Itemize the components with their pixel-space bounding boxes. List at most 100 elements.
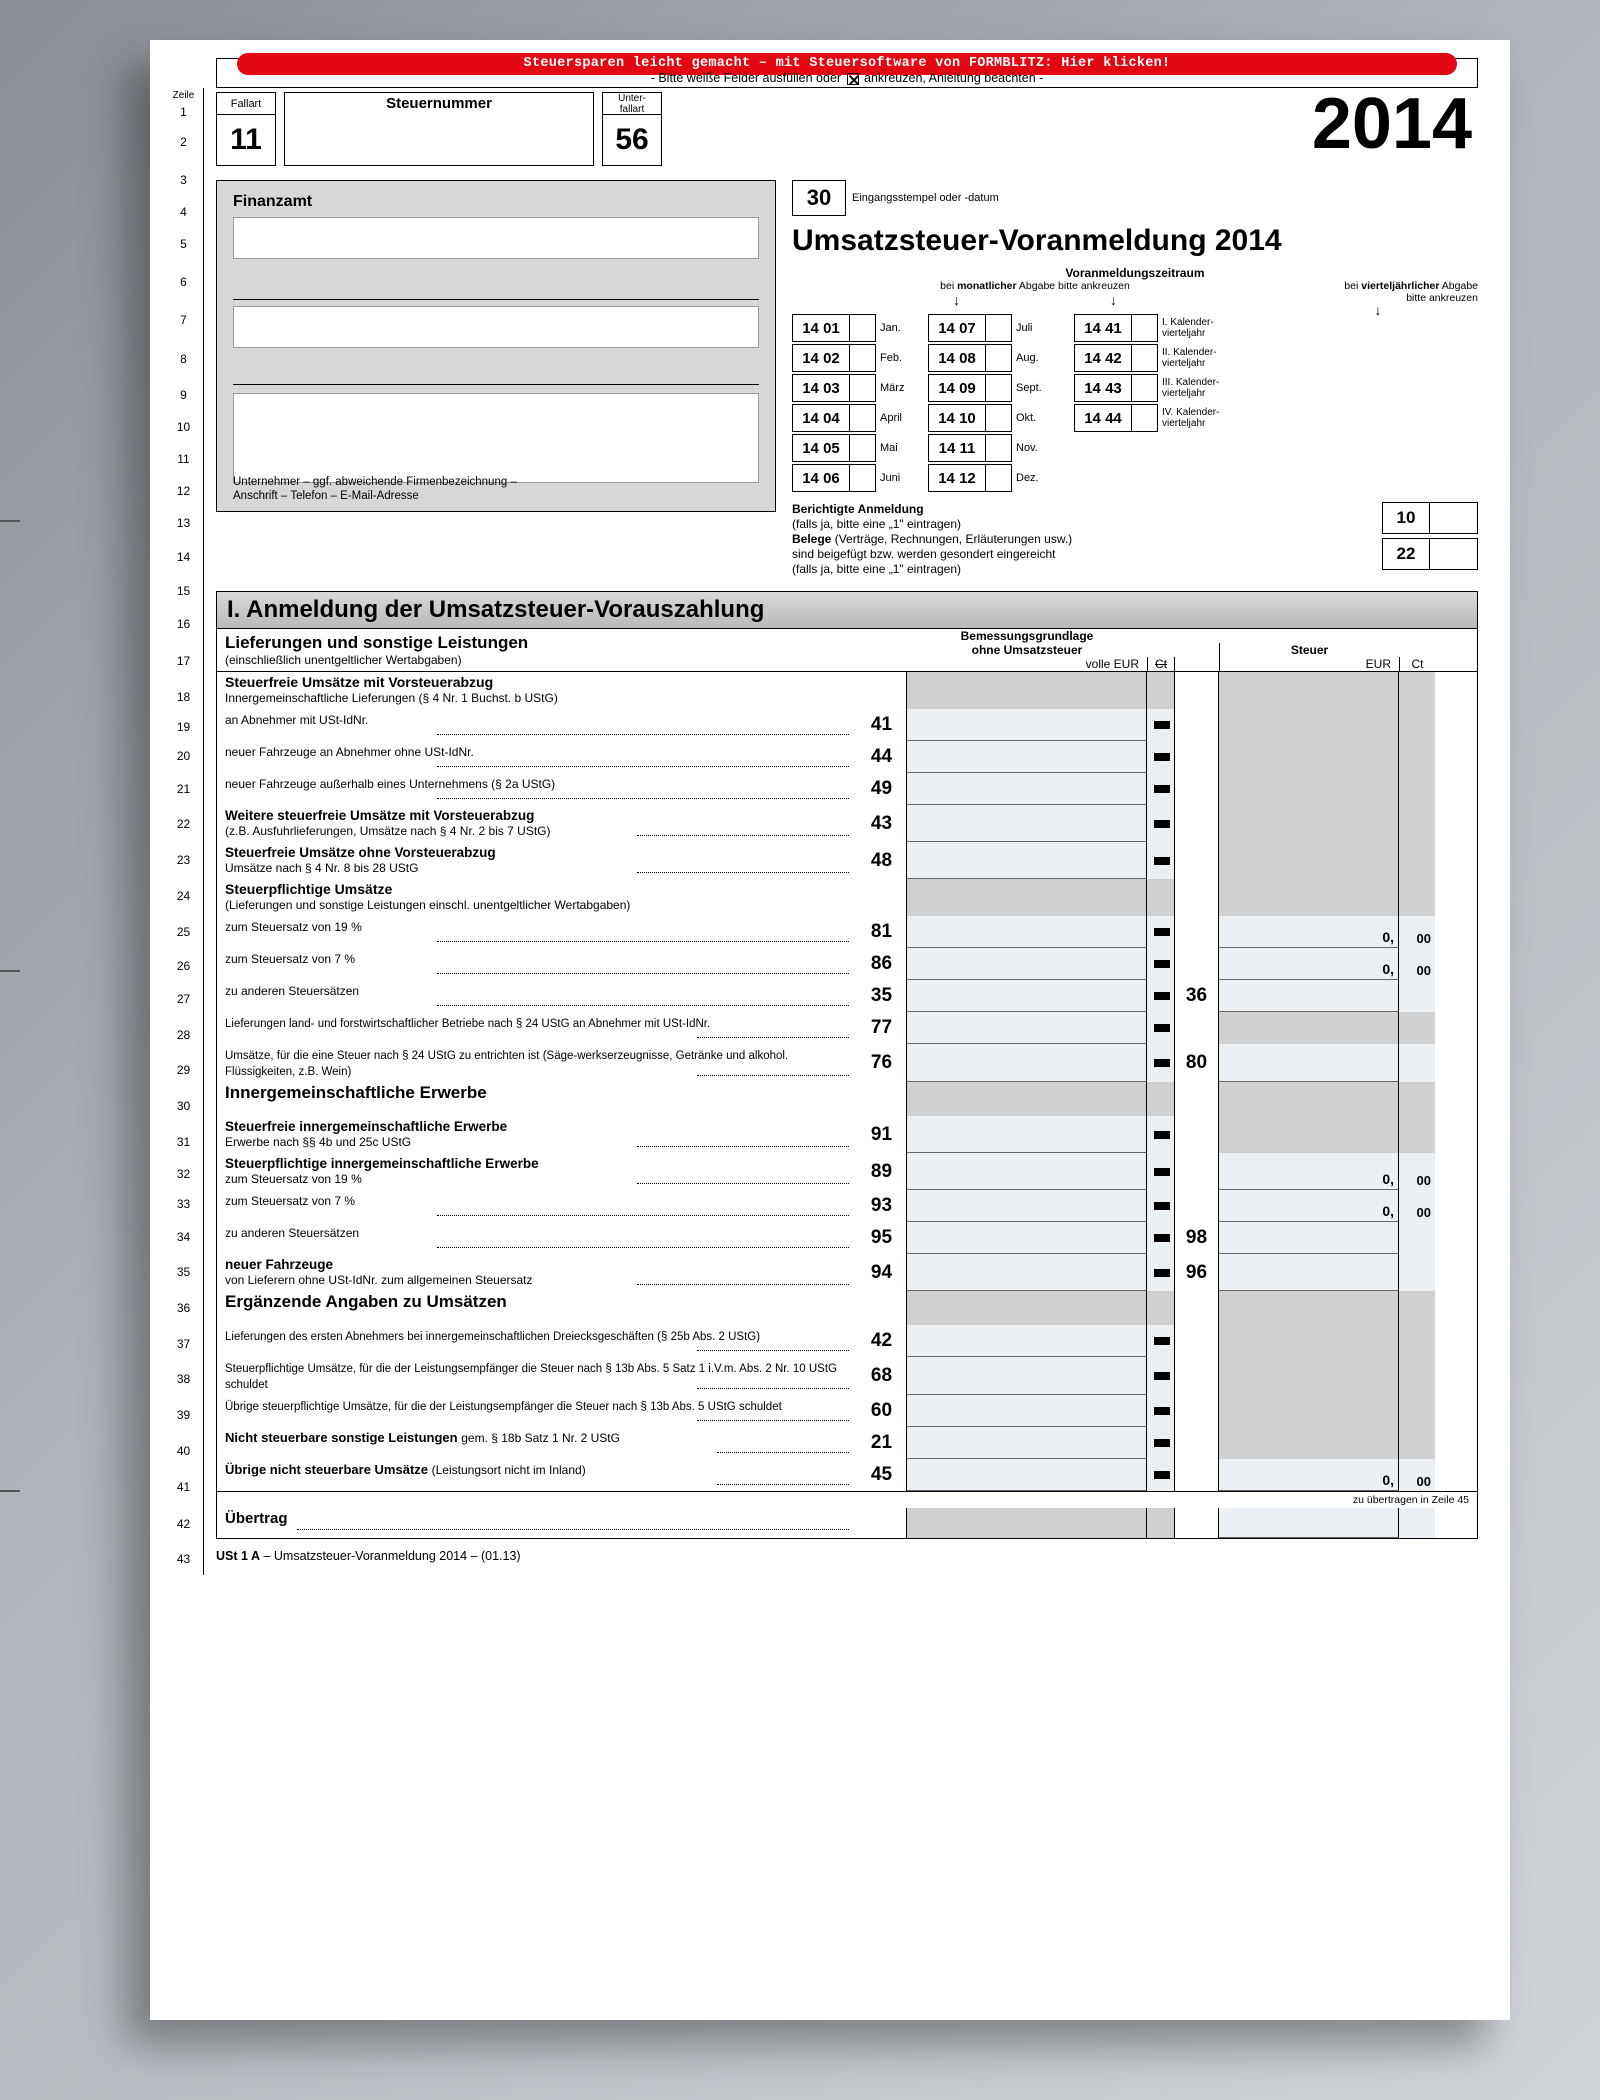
base-input[interactable] <box>907 773 1147 805</box>
uebertrag-tax[interactable] <box>1219 1508 1399 1538</box>
base-input[interactable] <box>907 842 1147 879</box>
uebertrag-ct2[interactable] <box>1399 1508 1435 1538</box>
base-input[interactable] <box>907 741 1147 773</box>
base-input[interactable] <box>907 1116 1147 1153</box>
row-code: 94 <box>857 1254 907 1291</box>
period-checkbox[interactable] <box>1132 344 1158 372</box>
base-input[interactable] <box>907 1395 1147 1427</box>
ct2-cell[interactable]: 00 <box>1399 916 1435 948</box>
period-checkbox[interactable] <box>986 374 1012 402</box>
base-input[interactable] <box>907 1012 1147 1044</box>
period-checkbox[interactable] <box>1132 314 1158 342</box>
zeile-30: 30 <box>164 1087 203 1125</box>
period-checkbox[interactable] <box>986 344 1012 372</box>
row-desc: neuer Fahrzeuge an Abnehmer ohne USt-IdN… <box>217 741 857 773</box>
period-checkbox[interactable] <box>986 314 1012 342</box>
row-desc: Steuerpflichtige Umsätze, für die der Le… <box>217 1357 857 1395</box>
period-checkbox[interactable] <box>850 344 876 372</box>
base-input[interactable] <box>907 1427 1147 1459</box>
tax-code <box>1175 1291 1219 1325</box>
period-checkbox[interactable] <box>986 404 1012 432</box>
ct2-cell[interactable]: 00 <box>1399 1153 1435 1190</box>
period-checkbox[interactable] <box>850 314 876 342</box>
zeile-20: 20 <box>164 741 203 771</box>
tax-input[interactable] <box>1219 1044 1399 1082</box>
row-desc: zum Steuersatz von 7 % <box>217 948 857 980</box>
berichtigt-input-10[interactable] <box>1430 502 1478 534</box>
period-checkbox[interactable] <box>1132 374 1158 402</box>
ct1-cell <box>1147 1427 1175 1459</box>
row-code: 43 <box>857 805 907 842</box>
period-checkbox[interactable] <box>850 464 876 492</box>
steuernummer-input[interactable] <box>285 115 593 165</box>
period-code: 14 09 <box>928 374 986 402</box>
tax-input[interactable]: 0, <box>1219 948 1399 980</box>
period-arrow-q: ↓ <box>1278 306 1478 314</box>
ct2-cell[interactable]: 00 <box>1399 948 1435 980</box>
zeile-36: 36 <box>164 1289 203 1327</box>
base-input[interactable] <box>907 805 1147 842</box>
months-col-b: 14 07Juli14 08Aug.14 09Sept.14 10Okt.14 … <box>928 314 1054 492</box>
base-input[interactable] <box>907 1190 1147 1222</box>
period-title: Voranmeldungszeitraum <box>792 266 1478 280</box>
base-input[interactable] <box>907 1357 1147 1395</box>
base-input[interactable] <box>907 980 1147 1012</box>
period-checkbox[interactable] <box>850 404 876 432</box>
base-input[interactable] <box>907 1459 1147 1491</box>
tax-input[interactable]: 0, <box>1219 916 1399 948</box>
zeile-32: 32 <box>164 1159 203 1189</box>
finanzamt-input-1[interactable] <box>233 217 759 259</box>
finanzamt-input-2[interactable] <box>233 306 759 348</box>
tax-input[interactable] <box>1219 1254 1399 1291</box>
row-code: 91 <box>857 1116 907 1153</box>
row-number-ruler: Zeile 1234567891011121314151617181920212… <box>164 88 204 1575</box>
tax-input[interactable]: 0, <box>1219 1459 1399 1491</box>
period-code: 14 12 <box>928 464 986 492</box>
base-input[interactable] <box>907 1222 1147 1254</box>
period-code: 14 43 <box>1074 374 1132 402</box>
tax-code <box>1175 741 1219 773</box>
period-label: Feb. <box>876 344 918 372</box>
tax-input[interactable] <box>1219 980 1399 1012</box>
berichtigt-input-22[interactable] <box>1430 538 1478 570</box>
desc-main: Lieferungen und sonstige Leistungen <box>225 633 849 653</box>
tax-input <box>1219 1325 1399 1357</box>
base-input[interactable] <box>907 709 1147 741</box>
row-code: 21 <box>857 1427 907 1459</box>
unternehmer-input[interactable] <box>233 393 759 483</box>
tax-input[interactable] <box>1219 1222 1399 1254</box>
ct2-cell <box>1399 1291 1435 1325</box>
tax-input <box>1219 709 1399 741</box>
row-code: 95 <box>857 1222 907 1254</box>
stamp-row: 30 Eingangsstempel oder -datum <box>792 180 1478 216</box>
tax-input[interactable]: 0, <box>1219 1153 1399 1190</box>
period-checkbox[interactable] <box>850 434 876 462</box>
ct2-cell[interactable]: 00 <box>1399 1459 1435 1491</box>
period-checkbox[interactable] <box>850 374 876 402</box>
base-input[interactable] <box>907 916 1147 948</box>
tax-input[interactable]: 0, <box>1219 1190 1399 1222</box>
period-checkbox[interactable] <box>986 434 1012 462</box>
base-input[interactable] <box>907 1044 1147 1082</box>
base-input[interactable] <box>907 948 1147 980</box>
zeile-1: 1 <box>164 101 203 123</box>
base-input[interactable] <box>907 1325 1147 1357</box>
ct1-cell <box>1147 1012 1175 1044</box>
period-checkbox[interactable] <box>1132 404 1158 432</box>
ct2-cell[interactable]: 00 <box>1399 1190 1435 1222</box>
ct2-cell[interactable] <box>1399 1222 1435 1254</box>
zeile-40: 40 <box>164 1433 203 1469</box>
period-checkbox[interactable] <box>986 464 1012 492</box>
base-input[interactable] <box>907 1153 1147 1190</box>
period-label: Mai <box>876 434 918 462</box>
ct2-cell[interactable] <box>1399 1044 1435 1082</box>
ct2-cell[interactable] <box>1399 1254 1435 1291</box>
zeile-8: 8 <box>164 339 203 379</box>
ct2-cell[interactable] <box>1399 980 1435 1012</box>
period-code: 14 01 <box>792 314 850 342</box>
base-input[interactable] <box>907 1254 1147 1291</box>
table-row: neuer Fahrzeuge an Abnehmer ohne USt-IdN… <box>217 741 1477 773</box>
period-label: Sept. <box>1012 374 1054 402</box>
tax-code <box>1175 842 1219 879</box>
berichtigt-bold-1: Berichtigte Anmeldung <box>792 502 924 516</box>
